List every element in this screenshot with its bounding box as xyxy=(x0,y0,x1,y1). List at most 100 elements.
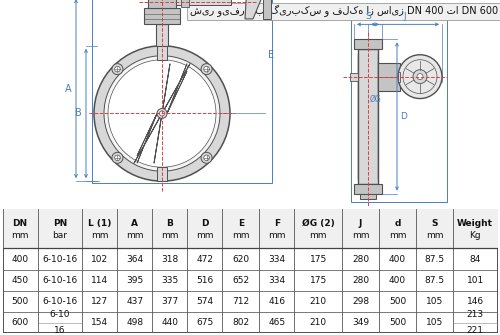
Bar xyxy=(360,194,376,199)
Text: 6-10-16: 6-10-16 xyxy=(42,276,78,285)
Bar xyxy=(92,0,272,183)
Bar xyxy=(157,167,167,181)
Text: B: B xyxy=(166,219,173,228)
Text: J: J xyxy=(404,12,406,21)
Text: 210: 210 xyxy=(310,297,326,306)
Bar xyxy=(144,8,180,24)
Text: 318: 318 xyxy=(161,255,178,264)
Text: ØG: ØG xyxy=(370,94,382,104)
Text: S: S xyxy=(431,219,438,228)
Text: 395: 395 xyxy=(126,276,144,285)
Text: 516: 516 xyxy=(196,276,214,285)
Text: PN: PN xyxy=(52,219,67,228)
Text: 221: 221 xyxy=(466,326,483,335)
Text: 437: 437 xyxy=(126,297,144,306)
Circle shape xyxy=(114,66,120,72)
Circle shape xyxy=(204,66,210,72)
Circle shape xyxy=(104,56,220,171)
Bar xyxy=(263,0,271,19)
Circle shape xyxy=(157,109,167,119)
Text: mm: mm xyxy=(388,231,406,240)
Text: 280: 280 xyxy=(352,255,369,264)
Text: mm: mm xyxy=(232,231,250,240)
Circle shape xyxy=(398,55,442,98)
Text: S: S xyxy=(365,12,371,21)
Text: Kg: Kg xyxy=(470,231,481,240)
Text: Weight: Weight xyxy=(457,219,493,228)
Text: 349: 349 xyxy=(352,318,369,327)
Circle shape xyxy=(112,64,123,75)
Polygon shape xyxy=(162,64,190,114)
Circle shape xyxy=(417,74,423,80)
Text: F: F xyxy=(274,219,280,228)
Text: B: B xyxy=(75,109,82,119)
Text: 280: 280 xyxy=(352,276,369,285)
Bar xyxy=(378,63,400,90)
Text: 600: 600 xyxy=(12,318,28,327)
Text: A: A xyxy=(66,83,72,93)
Bar xyxy=(148,0,176,8)
Text: 146: 146 xyxy=(466,297,484,306)
Text: 450: 450 xyxy=(12,276,28,285)
Bar xyxy=(351,17,447,202)
Bar xyxy=(2,209,498,249)
Text: 101: 101 xyxy=(466,276,484,285)
Text: 6-10: 6-10 xyxy=(50,310,70,319)
Circle shape xyxy=(112,152,123,163)
Polygon shape xyxy=(245,0,267,19)
Text: 210: 210 xyxy=(310,318,326,327)
Text: 416: 416 xyxy=(268,297,285,306)
Text: 465: 465 xyxy=(268,318,285,327)
Text: mm: mm xyxy=(91,231,108,240)
Text: 16: 16 xyxy=(54,326,66,335)
Text: 574: 574 xyxy=(196,297,214,306)
Text: 114: 114 xyxy=(91,276,108,285)
Bar xyxy=(181,0,189,7)
Text: mm: mm xyxy=(196,231,214,240)
Text: شیر ویفری با گیربکس و فلکه از سایز DN 400 تا DN 600: شیر ویفری با گیربکس و فلکه از سایز DN 40… xyxy=(190,5,498,17)
Bar xyxy=(358,49,378,184)
Circle shape xyxy=(160,111,164,116)
Bar xyxy=(350,73,358,81)
Polygon shape xyxy=(134,114,162,163)
Text: E: E xyxy=(238,219,244,228)
Circle shape xyxy=(413,70,427,84)
Text: d: d xyxy=(394,219,400,228)
Text: 175: 175 xyxy=(310,255,327,264)
Bar xyxy=(398,72,400,82)
Text: 400: 400 xyxy=(389,255,406,264)
Circle shape xyxy=(204,155,210,160)
Text: 213: 213 xyxy=(466,310,484,319)
Text: 440: 440 xyxy=(161,318,178,327)
Text: 298: 298 xyxy=(352,297,369,306)
Text: D: D xyxy=(400,112,407,121)
Text: mm: mm xyxy=(161,231,178,240)
Text: 364: 364 xyxy=(126,255,144,264)
Text: 335: 335 xyxy=(161,276,178,285)
Text: ØG (2): ØG (2) xyxy=(302,219,334,228)
Text: L (1): L (1) xyxy=(88,219,112,228)
Text: 400: 400 xyxy=(389,276,406,285)
Bar xyxy=(176,0,231,5)
Text: 498: 498 xyxy=(126,318,144,327)
Text: bar: bar xyxy=(52,231,68,240)
Text: 87.5: 87.5 xyxy=(424,255,444,264)
Text: E: E xyxy=(268,50,274,60)
Text: mm: mm xyxy=(352,231,370,240)
Circle shape xyxy=(201,152,212,163)
Bar xyxy=(156,24,168,46)
Text: D: D xyxy=(201,219,208,228)
Text: DN: DN xyxy=(12,219,28,228)
Text: 652: 652 xyxy=(232,276,250,285)
Text: 127: 127 xyxy=(91,297,108,306)
Text: 334: 334 xyxy=(268,276,285,285)
Text: 500: 500 xyxy=(389,297,406,306)
Text: 84: 84 xyxy=(470,255,481,264)
Text: 712: 712 xyxy=(232,297,250,306)
Text: 802: 802 xyxy=(232,318,250,327)
Bar xyxy=(157,46,167,60)
Text: 334: 334 xyxy=(268,255,285,264)
Text: mm: mm xyxy=(268,231,285,240)
Bar xyxy=(354,184,382,194)
Text: 472: 472 xyxy=(196,255,214,264)
